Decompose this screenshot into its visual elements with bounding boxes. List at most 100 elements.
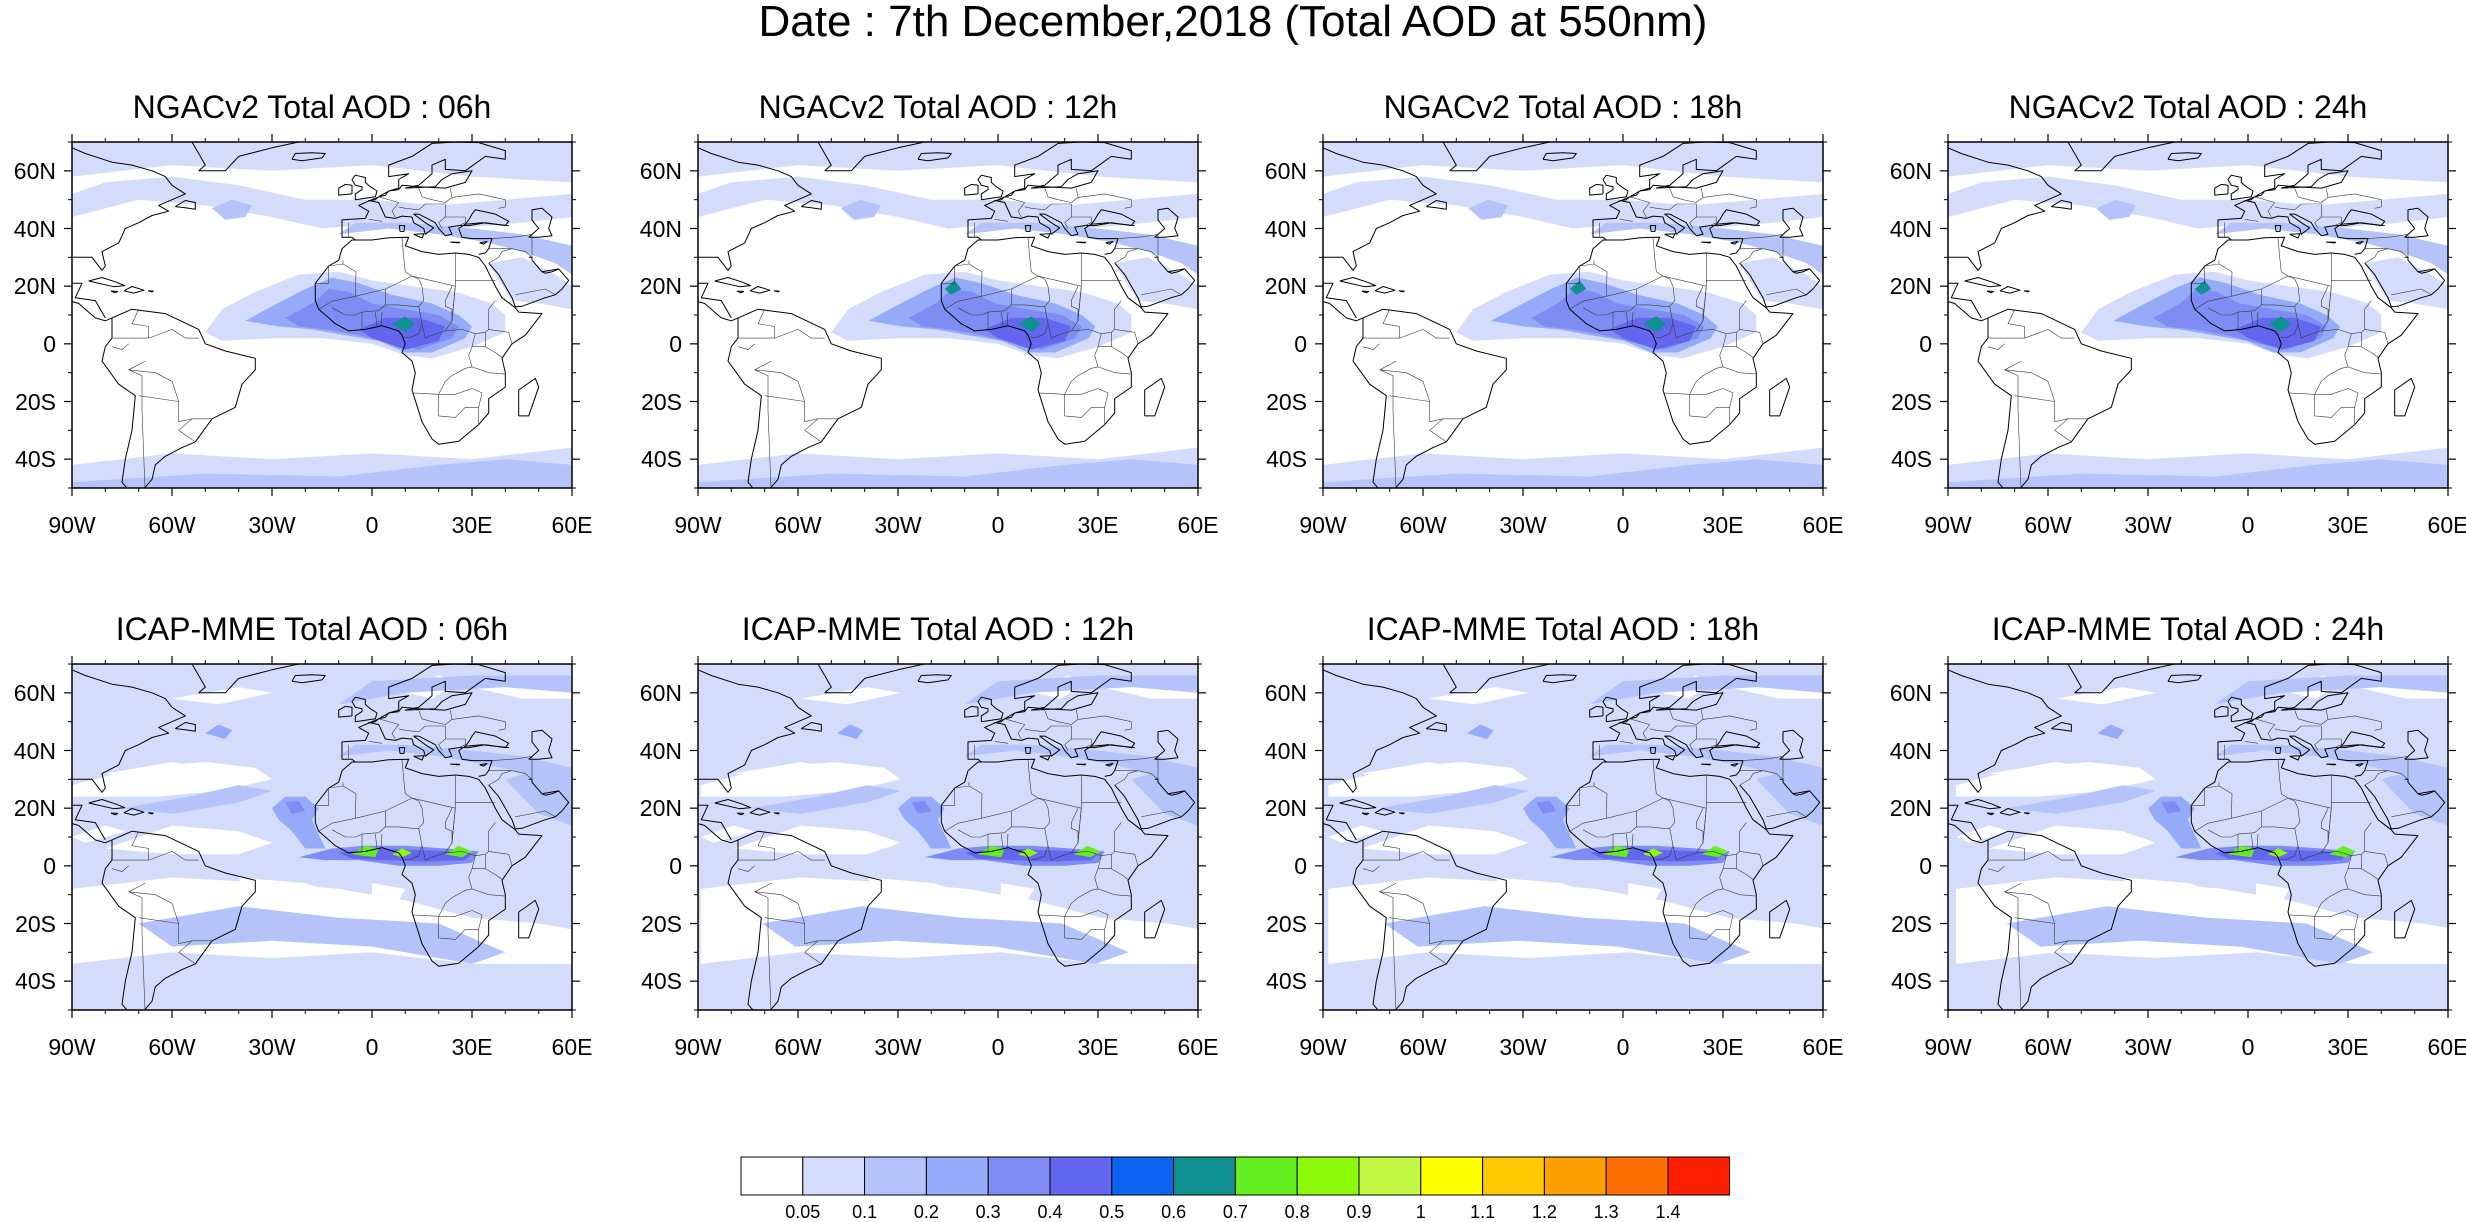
coastline-jamaica [736,290,745,294]
lon-tick-label: 60W [148,1034,196,1060]
country-border [1097,366,1132,375]
aod-streak-south [698,459,1198,488]
aod-map [1315,656,1831,1018]
country-border [2321,808,2329,854]
lat-tick-label: 0 [669,330,682,357]
lon-tick-label: 60E [1802,1034,1844,1060]
map-panel: NGACv2 Total AOD : 18h 60N 40N 20N 0 20S 40S 9… [1265,90,1844,537]
lat-tick-label: 40N [639,215,682,242]
coastline-crete [450,763,461,766]
country-border [1662,855,1727,917]
country-border [331,811,386,838]
coastline-crete [1701,763,1712,766]
coastline-sardinia [1024,225,1032,232]
country-border [2287,333,2352,395]
coastline-sardinia [2274,225,2282,232]
aod-hook-core [1536,801,1557,814]
coastline-arabia [488,778,570,830]
country-border [128,882,146,933]
country-border [111,343,129,350]
coastlines [1948,142,2446,488]
lat-tick-label: 0 [1294,330,1307,357]
country-border [2294,300,2372,339]
coastline-puerto-rico [2023,290,2030,293]
lat-tick-label: 0 [43,330,56,357]
aod-map [64,134,580,496]
aod-hook [1523,796,1577,849]
coastline-black-sea-detail [1091,744,1135,749]
country-border [1098,868,1129,880]
country-border [404,845,423,860]
country-border [1362,343,1380,350]
coastline-ireland [2214,705,2229,718]
coastline-sicily [1039,755,1051,761]
country-border [2256,834,2259,848]
country-border [737,865,755,872]
coastline-crete [450,241,461,244]
country-border [1582,811,1637,838]
lat-tick-label: 20N [1889,795,1932,822]
coastline-black-sea-detail [1091,222,1135,227]
country-border [2347,888,2382,897]
coastline-cyprus [479,763,488,767]
lat-tick-label: 20N [639,273,682,300]
colorbar-level-label: 1.4 [1655,1202,1681,1222]
coastline-south-america [727,830,882,1010]
lat-tick-label: 40S [641,968,682,995]
panel-title: NGACv2 Total AOD : 12h [758,89,1118,125]
lat-tick-label: 40N [1889,737,1932,764]
country-border [2347,366,2382,375]
lat-tick-label: 20N [1264,273,1307,300]
coastline-caspian [528,207,553,238]
country-border [2004,360,2022,411]
country-border [404,323,423,338]
country-border [1098,346,1129,358]
lon-tick-label: 60E [551,1034,593,1060]
colorbar-box [740,1156,804,1196]
colorbar-box [1420,1156,1484,1196]
panel-title: ICAP-MME Total AOD : 06h [115,611,509,647]
coastline-central-america [698,282,739,322]
country-border [1669,709,1704,725]
country-border [754,369,805,402]
lat-tick-label: 40N [1264,737,1307,764]
lat-tick-label: 60N [13,679,56,706]
coastline-madagascar [2394,899,2416,939]
country-border [1044,709,1079,725]
aod-clean-patch [2056,687,2156,705]
country-border [1669,822,1747,861]
coastline-newfoundland [2051,722,2072,732]
country-border [488,329,513,344]
coastline-sardinia [398,747,406,754]
coastline-ireland [1589,705,1604,718]
country-border [1722,366,1757,375]
country-border [375,834,378,849]
coastline-cyprus [1730,241,1739,245]
coastline-black-sea-detail [1716,222,1760,227]
country-border [1117,756,1159,780]
lat-tick-label: 20N [13,273,56,300]
aod-clean-patch [1328,825,1382,843]
aod-swirl [836,724,864,739]
country-border [738,329,825,339]
country-border [754,891,805,924]
country-border [1988,851,2075,861]
country-border [1114,329,1139,344]
aod-clean-patch [2256,883,2290,901]
country-border [515,288,556,296]
lon-tick-label: 0 [2241,512,2255,538]
coastline-cyprus [479,241,488,245]
coastline-britain [351,696,378,723]
coastline-britain [2227,696,2254,723]
coastlines [72,142,570,488]
country-border [471,366,506,375]
colorbar-level-label: 0.5 [1099,1202,1125,1222]
aod-clean-patch [172,687,272,705]
lat-tick-label: 60N [639,157,682,184]
coastline-iceland [1542,674,1577,684]
coastline-britain [977,174,1004,201]
country-border [1037,333,1102,395]
aod-arc [1384,906,1751,964]
lat-tick-label: 0 [1919,852,1932,879]
country-border [131,831,149,861]
